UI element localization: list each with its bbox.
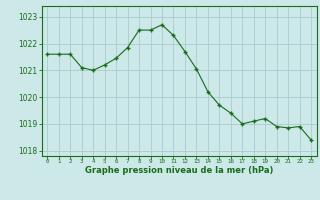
X-axis label: Graphe pression niveau de la mer (hPa): Graphe pression niveau de la mer (hPa): [85, 166, 273, 175]
